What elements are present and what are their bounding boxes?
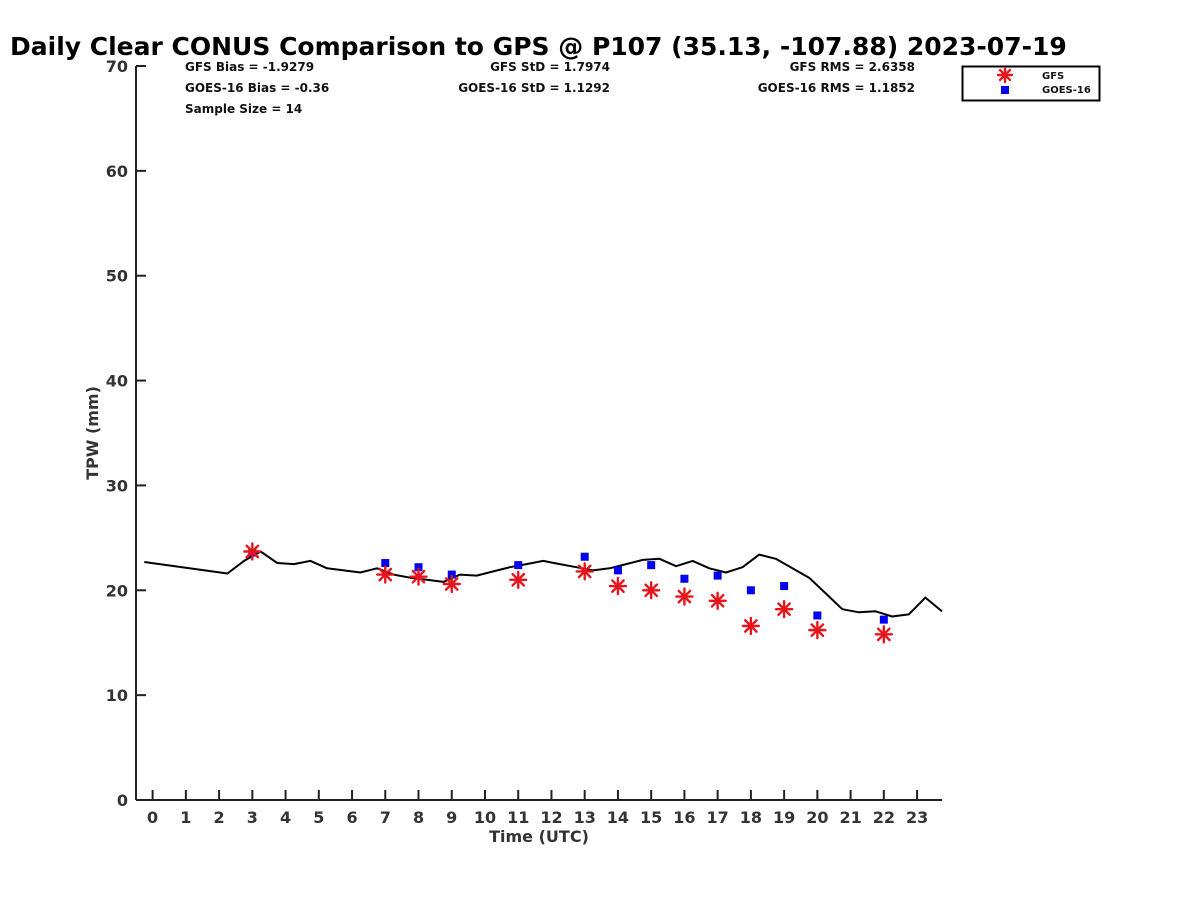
goes16-point bbox=[879, 615, 888, 624]
x-tick-label: 5 bbox=[313, 808, 324, 827]
x-tick-label: 4 bbox=[280, 808, 291, 827]
legend-goes-label: GOES-16 bbox=[1042, 85, 1091, 96]
goes16-point bbox=[680, 574, 689, 583]
x-tick-label: 10 bbox=[474, 808, 496, 827]
x-axis-label: Time (UTC) bbox=[489, 827, 589, 846]
gfs-point bbox=[741, 616, 761, 636]
gfs-point bbox=[874, 625, 894, 644]
goes16-point bbox=[613, 566, 622, 575]
x-tick-label: 15 bbox=[640, 808, 662, 827]
x-tick-label: 12 bbox=[540, 808, 562, 827]
legend-box bbox=[961, 65, 1101, 102]
legend-gfs-asterisk bbox=[996, 66, 1014, 84]
goes16-point bbox=[813, 611, 822, 620]
x-tick-label: 9 bbox=[446, 808, 457, 827]
gfs-point bbox=[442, 574, 461, 594]
y-tick-label: 60 bbox=[106, 162, 128, 181]
goes16-point bbox=[713, 571, 722, 580]
goes16-point bbox=[381, 559, 390, 568]
y-axis-label: TPW (mm) bbox=[83, 386, 102, 480]
x-tick-label: 0 bbox=[147, 808, 158, 827]
legend: GFS GOES-16 bbox=[961, 65, 1101, 102]
stats-block: GFS Bias = -1.9279 GOES-16 Bias = -0.36 … bbox=[185, 60, 915, 116]
gfs-point bbox=[708, 591, 727, 610]
gfs-point bbox=[509, 570, 528, 589]
goes16-point bbox=[580, 552, 589, 561]
gps-line-layer bbox=[144, 550, 943, 618]
y-tick-label: 20 bbox=[106, 581, 128, 600]
y-tick-label: 30 bbox=[106, 476, 128, 495]
legend-gfs-marker bbox=[996, 66, 1014, 84]
x-tick-label: 22 bbox=[873, 808, 895, 827]
y-tick-label: 50 bbox=[106, 267, 128, 286]
legend-gfs-label: GFS bbox=[1042, 71, 1064, 82]
gps-line bbox=[144, 550, 943, 618]
gfs-series bbox=[243, 542, 894, 644]
goes16-series bbox=[248, 548, 888, 624]
chart-title: Daily Clear CONUS Comparison to GPS @ P1… bbox=[10, 32, 1067, 61]
x-tick-label: 2 bbox=[214, 808, 225, 827]
goes-std-stat: GOES-16 StD = 1.1292 bbox=[458, 81, 610, 95]
legend-goes-marker bbox=[1001, 86, 1009, 94]
goes16-point bbox=[447, 570, 456, 579]
gfs-point bbox=[641, 581, 661, 600]
x-tick-label: 13 bbox=[574, 808, 596, 827]
x-tick-label: 20 bbox=[806, 808, 828, 827]
x-tick-label: 14 bbox=[607, 808, 629, 827]
y-tick-label: 10 bbox=[106, 686, 128, 705]
gfs-rms-stat: GFS RMS = 2.6358 bbox=[790, 60, 915, 74]
goes16-point bbox=[647, 561, 656, 570]
x-tick-label: 18 bbox=[740, 808, 762, 827]
gfs-point bbox=[409, 567, 428, 586]
x-tick-label: 17 bbox=[707, 808, 729, 827]
gfs-point bbox=[243, 542, 262, 561]
x-tick-label: 6 bbox=[346, 808, 357, 827]
gfs-point bbox=[376, 565, 395, 584]
goes16-point bbox=[746, 586, 755, 595]
gfs-point bbox=[608, 576, 628, 596]
gfs-bias-stat: GFS Bias = -1.9279 bbox=[185, 60, 314, 74]
y-tick-label: 40 bbox=[106, 372, 128, 391]
x-tick-label: 21 bbox=[839, 808, 861, 827]
gfs-point bbox=[808, 620, 827, 640]
gfs-std-stat: GFS StD = 1.7974 bbox=[490, 60, 610, 74]
goes-bias-stat: GOES-16 Bias = -0.36 bbox=[185, 81, 329, 95]
x-tick-label: 7 bbox=[380, 808, 391, 827]
goes16-point bbox=[780, 582, 789, 591]
gfs-point bbox=[675, 587, 694, 606]
x-tick-label: 11 bbox=[507, 808, 529, 827]
x-tick-label: 19 bbox=[773, 808, 795, 827]
y-tick-label: 0 bbox=[117, 791, 128, 810]
x-tick-label: 16 bbox=[673, 808, 695, 827]
x-tick-label: 3 bbox=[247, 808, 258, 827]
gfs-point bbox=[575, 562, 594, 581]
y-tick-label: 70 bbox=[106, 57, 128, 76]
gfs-point bbox=[774, 599, 794, 619]
goes16-point bbox=[514, 561, 523, 570]
legend-goes-square bbox=[1001, 86, 1009, 94]
x-tick-label: 23 bbox=[906, 808, 928, 827]
sample-size-stat: Sample Size = 14 bbox=[185, 102, 302, 116]
x-tick-label: 8 bbox=[413, 808, 424, 827]
goes16-point bbox=[414, 563, 423, 572]
x-tick-label: 1 bbox=[180, 808, 191, 827]
goes-rms-stat: GOES-16 RMS = 1.1852 bbox=[758, 81, 915, 95]
